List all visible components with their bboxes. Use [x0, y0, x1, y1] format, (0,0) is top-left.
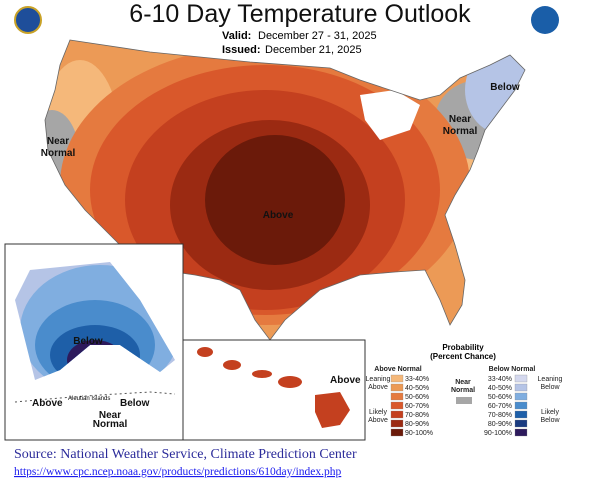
- below-swatch: [514, 374, 528, 383]
- below-swatch: [514, 392, 528, 401]
- below-range: 33-40%: [488, 376, 512, 383]
- below-range: 80-90%: [488, 421, 512, 428]
- above-range: 40-50%: [405, 385, 429, 392]
- aleutian-below: Below: [120, 398, 150, 409]
- valid-dates: December 27 - 31, 2025: [258, 30, 377, 42]
- above-swatch: [390, 410, 404, 419]
- alaska-below: Below: [73, 336, 103, 347]
- below-label: Below: [490, 82, 520, 93]
- above-swatch: [390, 383, 404, 392]
- doc-logo: [14, 6, 42, 34]
- hawaii: [197, 347, 350, 428]
- below-range: 70-80%: [488, 412, 512, 419]
- likely-above: Likely Above: [368, 409, 388, 424]
- below-range: 90-100%: [484, 430, 512, 437]
- below-swatch: [514, 410, 528, 419]
- above-swatch: [390, 392, 404, 401]
- near-normal-west: Near Normal: [41, 136, 76, 159]
- below-swatch: [514, 401, 528, 410]
- near-normal-swatch: [456, 397, 472, 404]
- likely-below: Likely Below: [540, 409, 560, 424]
- legend: Probability (Percent Chance) Above Normal…: [366, 343, 563, 437]
- aleutian-label: Aleutian Islands: [68, 396, 110, 402]
- aleutian-chain: [14, 391, 176, 403]
- above-range: 70-80%: [405, 412, 429, 419]
- above-swatch: [390, 401, 404, 410]
- issued-date: December 21, 2025: [265, 44, 362, 56]
- us-border: [44, 39, 526, 341]
- legend-below-title: Below Normal: [489, 366, 536, 373]
- valid-label: Valid:: [222, 30, 251, 42]
- above-swatch: [390, 419, 404, 428]
- below-range: 50-60%: [488, 394, 512, 401]
- above-label: Above: [263, 210, 294, 221]
- above-range: 60-70%: [405, 403, 429, 410]
- source-text: Source: National Weather Service, Climat…: [14, 447, 357, 462]
- leaning-above: Leaning Above: [366, 376, 391, 391]
- below-swatch: [514, 383, 528, 392]
- above-range: 80-90%: [405, 421, 429, 428]
- legend-above-title: Above Normal: [374, 366, 422, 373]
- legend-near-normal: Near Normal: [451, 379, 475, 394]
- title: 6-10 Day Temperature Outlook: [129, 0, 471, 28]
- below-range: 60-70%: [488, 403, 512, 410]
- above-range: 50-60%: [405, 394, 429, 401]
- legend-title: Probability (Percent Chance): [430, 343, 496, 361]
- leaning-below: Leaning Below: [538, 376, 563, 391]
- alaska-near-normal: Near Normal: [93, 410, 128, 430]
- source-url[interactable]: https://www.cpc.ncep.noaa.gov/products/p…: [14, 466, 342, 478]
- hawaii-inset: [182, 339, 366, 441]
- above-range: 33-40%: [405, 376, 429, 383]
- hawaii-above: Above: [330, 375, 361, 386]
- near-normal-east: Near Normal: [443, 114, 478, 137]
- below-range: 40-50%: [488, 385, 512, 392]
- issued-label: Issued:: [222, 44, 261, 56]
- noaa-logo: [531, 6, 559, 34]
- below-swatch: [514, 428, 528, 437]
- above-swatch: [390, 428, 404, 437]
- alaska-above: Above: [32, 398, 63, 409]
- above-swatch: [390, 374, 404, 383]
- below-swatch: [514, 419, 528, 428]
- above-range: 90-100%: [405, 430, 433, 437]
